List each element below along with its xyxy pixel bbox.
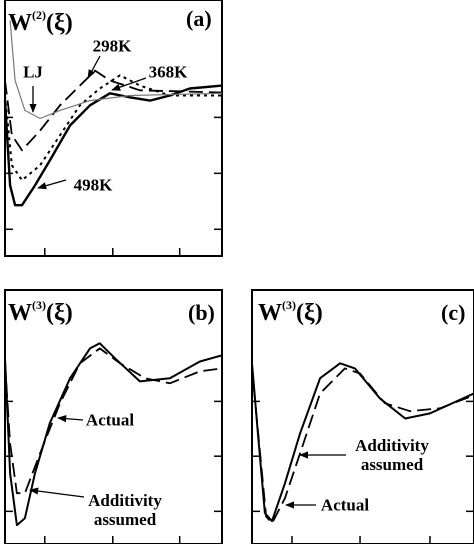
panel-label: (a): [186, 6, 212, 31]
series-line: [4, 342, 223, 527]
series-line: [9, 20, 223, 120]
series-line: [251, 367, 474, 525]
series-label: Actual: [85, 410, 135, 430]
panel-title: W(3)(ξ): [258, 298, 323, 327]
annotation-arrow: [87, 55, 101, 79]
title-main: W: [8, 10, 32, 36]
series-label: 498K: [73, 175, 113, 195]
panel-label: (c): [441, 300, 466, 325]
panel-title: W(3)(ξ): [8, 298, 73, 327]
series-line: [4, 69, 223, 152]
plot-frame: [251, 289, 474, 544]
title-sup: (2): [32, 8, 46, 22]
series-line: [3, 84, 223, 207]
plot-frame: [4, 289, 223, 544]
series-label: 298K: [92, 36, 132, 56]
title-tail: (ξ): [46, 10, 73, 36]
panel-title: W(2)(ξ): [8, 8, 73, 37]
title-sup: (3): [282, 298, 296, 312]
series-label: LJ: [23, 62, 43, 82]
series-label: 368K: [148, 62, 188, 82]
panel-label: (b): [188, 300, 215, 325]
annotation-arrow: [111, 77, 147, 91]
annotation-arrow: [57, 415, 84, 423]
series-label: Additivity assumed: [88, 491, 162, 529]
title-tail: (ξ): [46, 300, 73, 326]
series-line: [4, 347, 223, 495]
annotation-arrow: [37, 179, 67, 190]
annotation-arrow: [29, 487, 85, 498]
title-sup: (3): [32, 298, 46, 312]
title-tail: (ξ): [296, 300, 323, 326]
series-label: Actual: [320, 495, 370, 515]
title-main: W: [258, 300, 282, 326]
series-line: [4, 74, 222, 182]
title-main: W: [8, 300, 32, 326]
series-label: Additivity assumed: [355, 436, 429, 474]
